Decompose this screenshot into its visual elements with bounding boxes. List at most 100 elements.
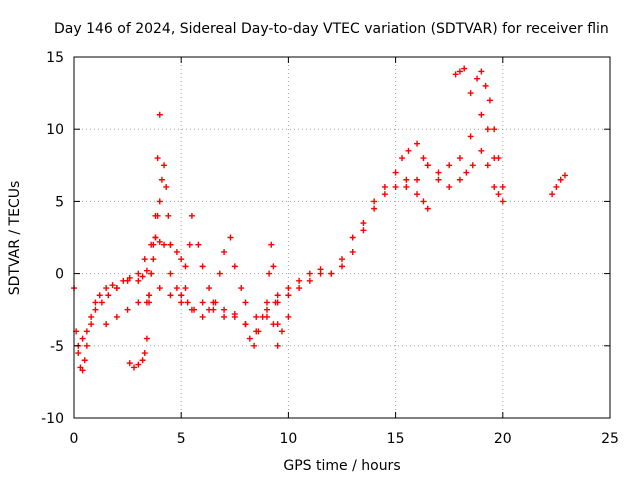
data-point: [242, 299, 249, 306]
data-point: [238, 285, 245, 292]
data-point: [392, 169, 399, 176]
data-point: [182, 263, 189, 270]
data-point: [274, 321, 281, 328]
data-point: [414, 176, 421, 183]
data-point: [446, 162, 453, 169]
data-point: [486, 97, 493, 104]
data-point: [146, 292, 153, 299]
x-tick-label: 20: [494, 431, 512, 447]
data-point: [266, 270, 273, 277]
data-point: [561, 172, 568, 179]
data-point: [317, 266, 324, 273]
data-point: [285, 285, 292, 292]
data-point: [456, 155, 463, 162]
data-point: [328, 270, 335, 277]
data-point: [268, 241, 275, 248]
data-point: [79, 335, 86, 342]
data-point: [339, 263, 345, 270]
data-point: [456, 68, 463, 75]
y-tick-label: -10: [41, 411, 64, 427]
grid: [74, 57, 610, 418]
data-point: [150, 256, 157, 263]
data-point: [253, 313, 260, 320]
data-point: [231, 263, 238, 270]
data-point: [182, 285, 189, 292]
data-point: [251, 342, 258, 349]
data-point: [255, 328, 262, 335]
data-point: [456, 176, 463, 183]
data-point: [195, 241, 202, 248]
data-point: [83, 342, 90, 349]
data-point: [143, 299, 150, 306]
data-point: [491, 183, 498, 190]
data-point: [158, 176, 165, 183]
series-trace-f: [167, 212, 249, 306]
data-point: [242, 321, 249, 328]
y-tick-label: 15: [46, 50, 64, 66]
data-point: [199, 313, 206, 320]
data-point: [173, 285, 180, 292]
y-tick-label: -5: [50, 339, 64, 355]
data-point: [92, 306, 99, 313]
series-trace-c: [126, 111, 163, 371]
x-tick-label: 10: [279, 431, 297, 447]
x-axis-label: GPS time / hours: [283, 458, 400, 474]
data-point: [278, 328, 285, 335]
data-point: [139, 273, 146, 280]
data-point: [381, 183, 388, 190]
data-point: [227, 234, 234, 241]
data-point: [499, 183, 506, 190]
data-point: [461, 65, 468, 72]
data-point: [156, 285, 163, 292]
data-point: [143, 267, 150, 274]
data-point: [474, 75, 481, 82]
data-point: [435, 169, 442, 176]
data-point: [285, 313, 292, 320]
data-point: [478, 111, 485, 118]
data-point: [188, 212, 195, 219]
data-point: [165, 212, 172, 219]
data-point: [141, 350, 148, 357]
data-point: [186, 241, 193, 248]
data-point: [88, 321, 95, 328]
data-point: [88, 313, 95, 320]
series-trace-i: [263, 111, 506, 320]
y-tick-label: 0: [55, 267, 64, 283]
data-point: [199, 263, 206, 270]
data-point: [349, 248, 356, 255]
data-point: [274, 299, 281, 306]
data-point: [156, 198, 163, 205]
data-point: [403, 183, 410, 190]
data-point: [371, 198, 378, 205]
series-trace-m: [549, 172, 568, 198]
chart-title: Day 146 of 2024, Sidereal Day-to-day VTE…: [54, 21, 609, 37]
data-point: [154, 155, 161, 162]
data-point: [161, 162, 168, 169]
data-point: [178, 299, 185, 306]
data-point: [216, 270, 223, 277]
data-point: [231, 313, 238, 320]
data-point: [306, 270, 313, 277]
data-point: [221, 248, 228, 255]
data-point: [420, 155, 427, 162]
data-point: [131, 364, 138, 371]
data-point: [405, 147, 412, 154]
data-point: [399, 155, 406, 162]
data-point: [469, 162, 476, 169]
data-point: [482, 82, 489, 89]
data-point: [263, 299, 270, 306]
data-point: [360, 220, 367, 227]
data-point: [270, 263, 277, 270]
data-point: [557, 176, 564, 183]
data-point: [135, 361, 142, 368]
data-point: [339, 256, 345, 263]
y-axis: -10 -5 0 5 10 15: [41, 50, 610, 427]
data-point: [463, 169, 470, 176]
data-point: [139, 357, 146, 364]
data-point: [392, 183, 399, 190]
data-point: [420, 198, 427, 205]
x-tick-label: 5: [177, 431, 186, 447]
data-point: [296, 285, 303, 292]
series-trace-j: [274, 176, 431, 299]
data-point: [221, 306, 228, 313]
